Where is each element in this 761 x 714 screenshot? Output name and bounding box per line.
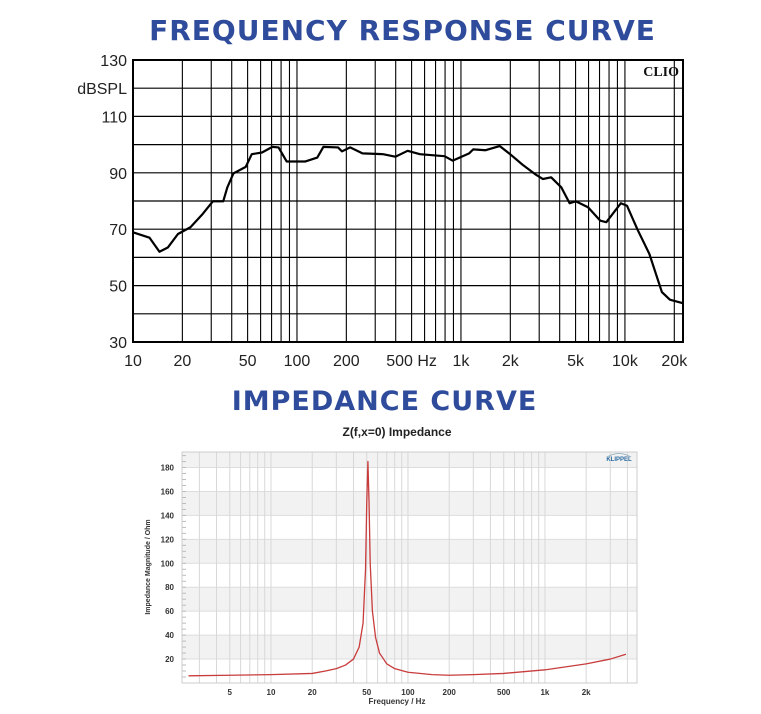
x-tick-label: 10 <box>124 353 142 370</box>
x-tick-label: 2k <box>582 688 591 697</box>
y-tick-label: 20 <box>165 655 174 664</box>
x-tick-label: 1k <box>540 688 549 697</box>
y-tick-label: 100 <box>161 559 175 568</box>
x-tick-label: 200 <box>333 353 360 370</box>
clio-logo: CLIO <box>643 65 679 80</box>
y-axis-label: Impedance Magnitude / Ohm <box>145 519 152 614</box>
y-tick-label: 70 <box>109 222 127 239</box>
x-tick-label: 2k <box>502 353 520 370</box>
x-axis-label: Frequency / Hz <box>369 697 426 706</box>
y-tick-label: 160 <box>161 487 175 496</box>
x-tick-label: 100 <box>284 353 311 370</box>
impedance-heading: IMPEDANCE CURVE <box>231 386 538 417</box>
x-tick-label: 20 <box>173 353 191 370</box>
x-tick-label: 100 <box>401 688 415 697</box>
x-tick-label: 1k <box>453 353 471 370</box>
y-tick-label: 80 <box>165 583 174 592</box>
x-tick-label: 50 <box>362 688 371 697</box>
x-tick-label: 200 <box>443 688 457 697</box>
y-tick-label: 60 <box>165 607 174 616</box>
y-tick-label: 30 <box>109 335 127 352</box>
y-tick-label: 140 <box>161 511 175 520</box>
x-tick-label: 5k <box>567 353 585 370</box>
x-tick-label: 10 <box>267 688 276 697</box>
impedance-curve <box>188 460 627 677</box>
x-tick-label: 5 <box>228 688 233 697</box>
y-tick-label: 180 <box>161 464 175 473</box>
x-tick-label: 500 <box>497 688 511 697</box>
klippel-logo: KLIPPEL <box>606 457 632 463</box>
x-tick-label: 500 Hz <box>386 353 437 370</box>
x-tick-label: 20 <box>308 688 317 697</box>
y-tick-label: 110 <box>101 109 127 126</box>
klippel-logo-arc <box>606 453 632 458</box>
impedance-chart-title: Z(f,x=0) Impedance <box>342 425 451 439</box>
y-tick-label: 40 <box>165 631 174 640</box>
x-tick-label: 50 <box>239 353 257 370</box>
plot-border <box>181 451 638 684</box>
impedance-chart: Z(f,x=0) Impedance 20 40 60 80 100 120 140 160 18… <box>145 425 638 706</box>
y-tick-label: 120 <box>161 535 175 544</box>
plot-frame <box>132 59 684 343</box>
frequency-response-heading: FREQUENCY RESPONSE CURVE <box>149 14 656 47</box>
x-tick-label: 10k <box>612 353 639 370</box>
y-tick-label: 130 <box>100 53 127 70</box>
x-tick-label: 20k <box>661 353 688 370</box>
y-tick-label: dBSPL <box>77 81 127 98</box>
y-tick-label: 90 <box>109 166 127 183</box>
y-tick-label: 50 <box>109 279 127 296</box>
spl-curve <box>132 144 683 305</box>
